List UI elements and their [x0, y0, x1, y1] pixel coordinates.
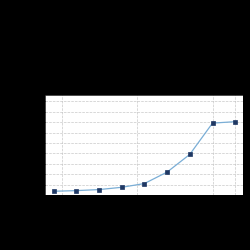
X-axis label: Human TMEM132A
Concentration (ng/ml): Human TMEM132A Concentration (ng/ml): [105, 208, 182, 222]
Y-axis label: OD: OD: [21, 140, 27, 150]
